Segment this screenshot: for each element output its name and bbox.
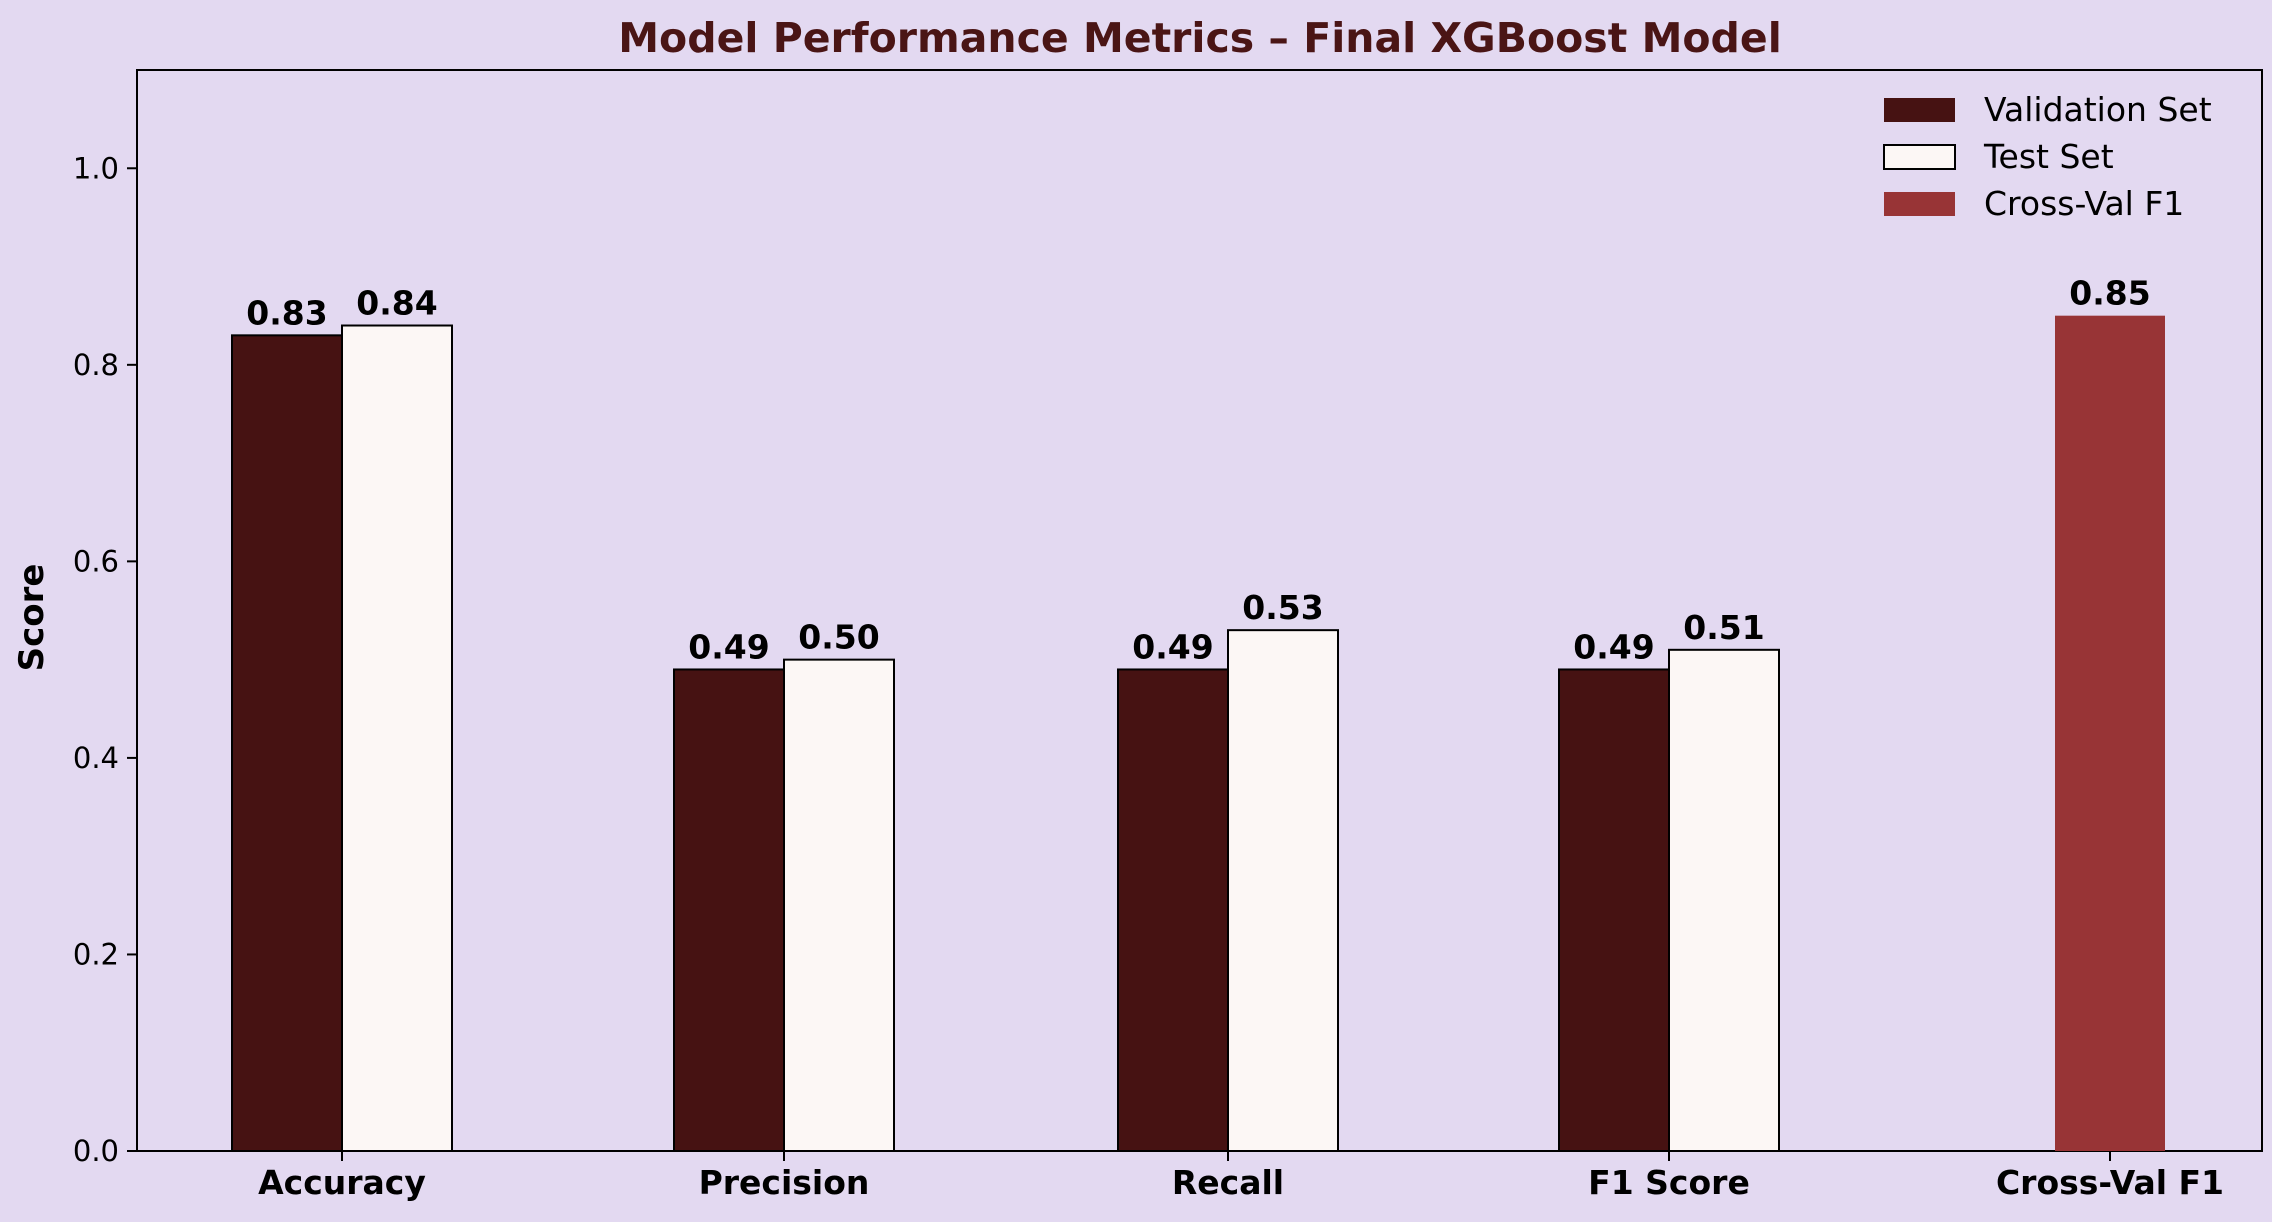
legend-label: Cross-Val F1 xyxy=(1984,184,2184,223)
data-label: 0.49 xyxy=(1132,627,1213,666)
legend-swatch xyxy=(1883,144,1956,170)
legend-swatch xyxy=(1884,98,1955,122)
chart-title: Model Performance Metrics – Final XGBoos… xyxy=(618,14,1782,62)
y-tick-label: 0.8 xyxy=(73,348,119,382)
y-tick-label: 0.2 xyxy=(73,937,119,971)
x-tick-label: Cross-Val F1 xyxy=(1996,1163,2224,1202)
bar-validation-set-recall xyxy=(1117,668,1229,1152)
bar-test-set-precision xyxy=(783,658,895,1152)
data-label: 0.51 xyxy=(1683,608,1764,647)
x-tick-label: Recall xyxy=(1172,1163,1284,1202)
legend-label: Validation Set xyxy=(1984,90,2212,129)
data-label: 0.84 xyxy=(356,284,437,323)
y-tick-label: 1.0 xyxy=(73,151,119,185)
bar-validation-set-f1-score xyxy=(1558,668,1670,1152)
y-tick-label: 0.6 xyxy=(73,544,119,578)
bar-validation-set-accuracy xyxy=(231,334,343,1152)
legend-swatch xyxy=(1884,192,1955,216)
y-tick-label: 0.4 xyxy=(73,741,119,775)
data-label: 0.49 xyxy=(688,627,769,666)
y-tick-label: 0.0 xyxy=(73,1134,119,1168)
bar-validation-set-precision xyxy=(673,668,785,1152)
legend-label: Test Set xyxy=(1983,137,2114,176)
bar-test-set-accuracy xyxy=(341,324,453,1152)
bar-test-set-f1-score xyxy=(1668,648,1780,1152)
data-label: 0.53 xyxy=(1242,588,1323,627)
x-tick-label: F1 Score xyxy=(1588,1163,1750,1202)
bar-cross-val-f1-cross-val-f1 xyxy=(2055,315,2165,1151)
bar-test-set-recall xyxy=(1227,629,1339,1152)
data-label: 0.83 xyxy=(246,293,327,332)
x-tick-label: Accuracy xyxy=(258,1163,426,1202)
data-label: 0.50 xyxy=(798,618,879,657)
y-axis-label: Score xyxy=(12,564,52,672)
data-label: 0.85 xyxy=(2069,274,2150,313)
data-label: 0.49 xyxy=(1573,627,1654,666)
x-tick-label: Precision xyxy=(699,1163,870,1202)
